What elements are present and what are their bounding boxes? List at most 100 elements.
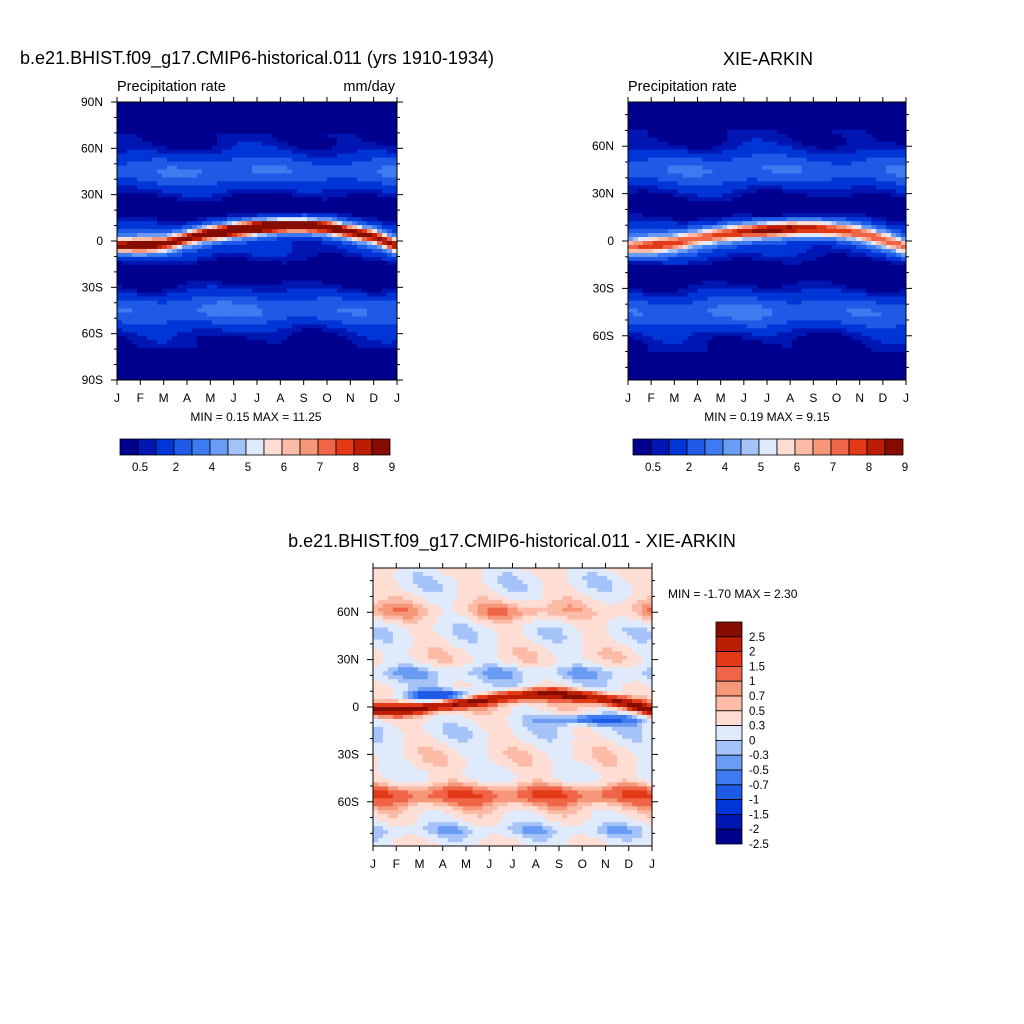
contour-cell	[861, 141, 867, 147]
contour-cell	[327, 300, 333, 306]
contour-cell	[142, 237, 148, 242]
contour-cell	[776, 102, 783, 107]
contour-cell	[806, 153, 813, 159]
contour-cell	[282, 252, 288, 258]
contour-cell	[392, 233, 397, 238]
contour-cell	[147, 336, 153, 341]
contour-cell	[257, 272, 263, 278]
contour-cell	[747, 113, 753, 119]
contour-cell	[172, 372, 178, 377]
contour-cell	[202, 241, 208, 246]
contour-cell	[132, 356, 138, 361]
contour-cell	[192, 145, 198, 151]
contour-cell	[127, 288, 133, 294]
contour-cell	[841, 157, 848, 163]
contour-cell	[387, 133, 393, 139]
contour-cell	[307, 288, 313, 294]
contour-cell	[252, 225, 258, 230]
contour-cell	[287, 304, 293, 310]
contour-cell	[297, 109, 303, 115]
contour-cell	[317, 117, 323, 123]
contour-cell	[177, 256, 183, 262]
contour-cell	[272, 268, 278, 274]
contour-cell	[242, 221, 248, 226]
contour-cell	[182, 181, 188, 186]
contour-cell	[732, 157, 738, 163]
contour-cell	[392, 336, 397, 341]
contour-cell	[252, 133, 258, 139]
contour-cell	[247, 280, 253, 286]
contour-cell	[187, 145, 193, 151]
contour-cell	[267, 268, 273, 274]
contour-cell	[122, 213, 128, 218]
contour-cell	[137, 276, 143, 282]
contour-cell	[322, 133, 328, 139]
contour-cell	[762, 125, 768, 131]
contour-cell	[372, 102, 378, 107]
contour-cell	[372, 272, 378, 278]
contour-cell	[896, 157, 902, 163]
contour-cell	[342, 169, 348, 175]
contour-cell	[357, 312, 363, 318]
contour-cell	[157, 153, 163, 159]
contour-cell	[287, 177, 293, 183]
contour-cell	[187, 109, 193, 115]
contour-cell	[152, 125, 158, 131]
contour-cell	[302, 129, 308, 135]
contour-cell	[762, 105, 768, 111]
contour-cell	[282, 149, 288, 155]
contour-cell	[182, 241, 188, 246]
contour-cell	[282, 209, 288, 214]
contour-cell	[122, 312, 128, 318]
contour-cell	[362, 284, 368, 290]
contour-cell	[312, 137, 318, 143]
contour-cell	[886, 129, 892, 135]
contour-cell	[172, 117, 178, 123]
contour-cell	[217, 288, 223, 294]
contour-cell	[677, 145, 684, 151]
contour-cell	[307, 189, 313, 194]
contour-cell	[287, 372, 293, 377]
contour-cell	[167, 137, 173, 143]
contour-cell	[247, 177, 253, 183]
contour-cell	[117, 241, 123, 246]
contour-cell	[317, 372, 323, 377]
contour-cell	[347, 360, 353, 365]
contour-cell	[157, 205, 163, 210]
contour-cell	[372, 344, 378, 349]
contour-cell	[781, 133, 788, 139]
contour-cell	[796, 137, 803, 143]
contour-cell	[127, 268, 133, 274]
contour-cell	[297, 308, 303, 314]
contour-cell	[122, 356, 128, 361]
contour-cell	[781, 105, 788, 111]
contour-cell	[347, 149, 353, 155]
contour-cell	[132, 324, 138, 329]
contour-cell	[752, 161, 758, 167]
contour-cell	[147, 109, 153, 115]
contour-cell	[392, 165, 397, 171]
contour-cell	[632, 117, 639, 123]
contour-cell	[127, 137, 133, 143]
contour-cell	[392, 372, 397, 377]
contour-cell	[657, 149, 664, 155]
contour-cell	[232, 256, 238, 262]
contour-cell	[352, 169, 358, 175]
contour-cell	[207, 117, 213, 123]
contour-cell	[387, 352, 393, 357]
contour-cell	[846, 157, 852, 163]
contour-cell	[217, 268, 223, 274]
contour-cell	[297, 177, 303, 183]
contour-cell	[132, 256, 138, 262]
contour-cell	[886, 161, 892, 167]
contour-cell	[771, 109, 778, 115]
contour-cell	[682, 145, 689, 151]
contour-cell	[816, 165, 823, 171]
contour-cell	[776, 125, 783, 131]
contour-cell	[122, 129, 128, 135]
contour-cell	[292, 105, 298, 111]
contour-cell	[357, 181, 363, 186]
contour-cell	[362, 328, 368, 333]
contour-cell	[692, 129, 699, 135]
contour-cell	[312, 149, 318, 155]
